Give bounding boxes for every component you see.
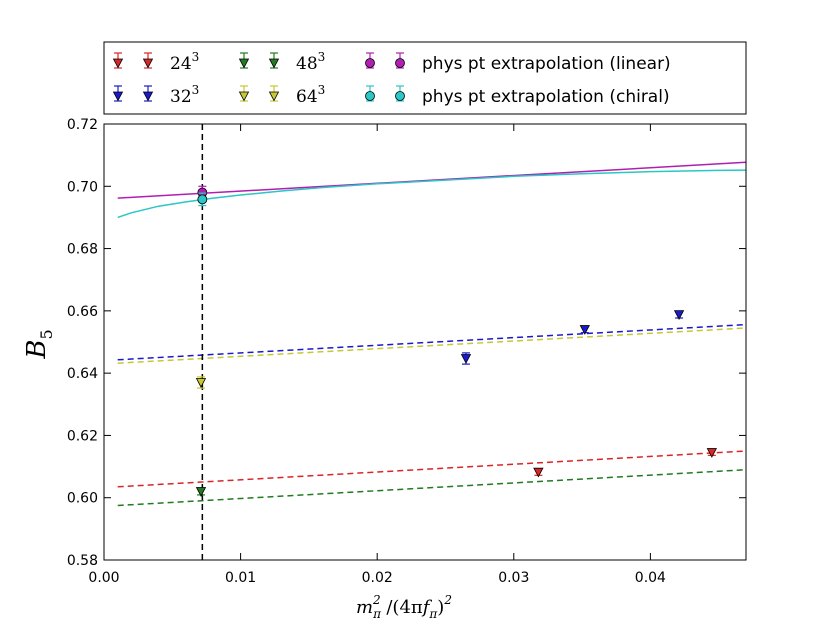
legend: 243 323 483 643 phys pt extrapolation (linea… <box>103 41 747 115</box>
legend-entry-1-marker-0 <box>112 91 124 102</box>
data-point-s5-0 <box>197 194 208 205</box>
data-point-s0-0 <box>533 467 544 478</box>
legend-entry-4-marker-1 <box>395 58 405 68</box>
legend-entry-3-marker-1 <box>268 91 280 102</box>
y-tick-label: 0.64 <box>67 366 98 382</box>
data-point-s0-1 <box>706 448 718 458</box>
y-tick-label: 0.58 <box>67 553 98 569</box>
x-tick-label: 0.01 <box>225 570 256 586</box>
legend-entry-4-label: phys pt extrapolation (linear) <box>422 54 671 74</box>
legend-entry-5-label: phys pt extrapolation (chiral) <box>422 87 670 107</box>
y-tick-label: 0.72 <box>67 117 98 133</box>
y-tick-label: 0.68 <box>67 242 98 258</box>
fit-line-2 <box>117 323 747 361</box>
legend-entry-5-marker-0 <box>365 91 375 101</box>
y-axis-label: B5 <box>22 329 56 359</box>
legend-entry-1-marker-1 <box>142 91 154 102</box>
legend-entry-2-label: 483 <box>296 50 325 74</box>
y-tick-label: 0.70 <box>67 179 98 195</box>
y-tick-label: 0.66 <box>67 304 98 320</box>
data-point-s3-0 <box>195 378 207 388</box>
data-point-s2-0 <box>195 487 207 497</box>
x-tick-label: 0.03 <box>498 570 529 586</box>
legend-entry-0-marker-1 <box>142 58 154 69</box>
legend-entry-1-label: 323 <box>170 83 199 107</box>
legend-entry-2-marker-1 <box>268 58 280 69</box>
fit-lines <box>117 161 747 507</box>
y-tick-label: 0.60 <box>67 491 98 507</box>
x-tick-label: 0.04 <box>635 570 666 586</box>
fit-line-5 <box>117 468 747 507</box>
legend-entry-4-marker-0 <box>365 58 375 68</box>
legend-entry-3-label: 643 <box>296 83 325 107</box>
legend-entry-0-label: 243 <box>170 50 199 74</box>
fit-line-4 <box>117 450 747 488</box>
axis-ticks: 0.00 0.01 0.02 0.03 0.04 0.58 0.60 0.62 0.64 0.66… <box>67 117 746 586</box>
data-points <box>195 185 718 497</box>
legend-entry-3-marker-0 <box>238 91 250 102</box>
legend-entry-0-marker-0 <box>112 58 124 69</box>
data-point-s1-0 <box>460 354 472 364</box>
legend-entry-5-marker-1 <box>395 91 405 101</box>
fit-line-1 <box>117 169 747 219</box>
data-point-s1-1 <box>579 325 590 335</box>
legend-entry-2-marker-0 <box>238 58 250 69</box>
data-point-s1-2 <box>673 310 685 320</box>
legend-box <box>103 41 747 115</box>
y-tick-label: 0.62 <box>67 428 98 444</box>
legend-entries: 243 323 483 643 phys pt extrapolation (linea… <box>112 50 671 107</box>
plot-frame <box>103 123 747 561</box>
fit-line-3 <box>117 327 747 364</box>
x-tick-label: 0.02 <box>362 570 393 586</box>
x-axis-label: mπ2 /(4πfπ)2 <box>356 593 452 621</box>
x-tick-label: 0.00 <box>88 570 119 586</box>
